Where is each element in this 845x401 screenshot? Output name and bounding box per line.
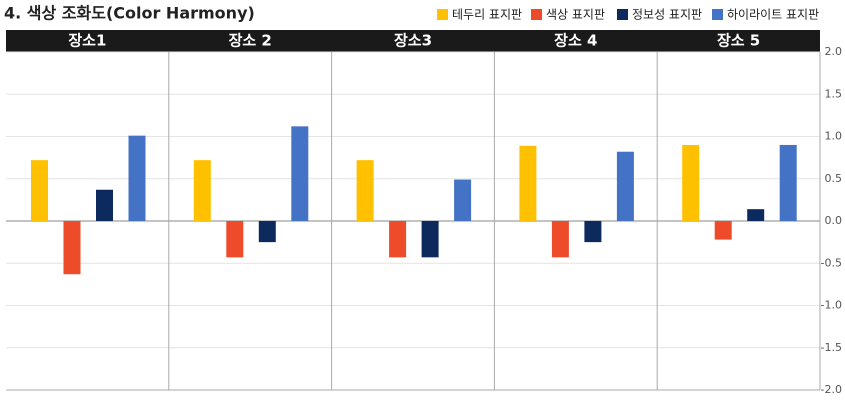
bar	[584, 221, 602, 243]
bar	[551, 221, 569, 258]
bar	[519, 145, 537, 221]
legend-swatch	[712, 9, 723, 20]
bar	[714, 221, 732, 240]
y-tick-label: -1.0	[821, 299, 842, 312]
chart-title: 4. 색상 조화도(Color Harmony)	[4, 4, 255, 23]
y-tick-label: -2.0	[821, 383, 842, 396]
bar	[454, 179, 472, 221]
bar	[258, 221, 276, 243]
category-label: 장소1	[68, 32, 106, 50]
bar	[421, 221, 439, 258]
bar	[747, 209, 765, 221]
legend-swatch	[531, 9, 542, 20]
y-tick-label: -0.5	[821, 256, 842, 269]
legend-label: 하이라이트 표지판	[727, 8, 819, 22]
bar	[779, 144, 797, 221]
legend-label: 색상 표지판	[546, 8, 605, 22]
bar	[682, 144, 700, 221]
legend-swatch	[437, 9, 448, 20]
y-tick-label: 0.0	[825, 214, 843, 227]
category-header	[6, 30, 820, 52]
legend-swatch	[617, 9, 628, 20]
y-tick-label: 2.0	[825, 45, 843, 58]
bar	[63, 221, 81, 275]
bar	[128, 135, 146, 221]
legend-label: 정보성 표지판	[632, 8, 702, 22]
bar	[193, 160, 211, 221]
y-tick-label: 1.5	[825, 87, 843, 100]
legend-label: 테두리 표지판	[452, 8, 522, 22]
category-label: 장소 2	[229, 32, 272, 50]
category-label: 장소3	[394, 32, 432, 50]
category-label: 장소 5	[717, 32, 760, 50]
y-tick-label: 0.5	[825, 172, 843, 185]
bar	[226, 221, 244, 258]
bar	[291, 126, 309, 221]
bar	[616, 151, 634, 221]
y-tick-label: -1.5	[821, 341, 842, 354]
y-tick-label: 1.0	[825, 130, 843, 143]
category-label: 장소 4	[554, 32, 597, 50]
bar	[389, 221, 407, 258]
bar	[96, 189, 113, 221]
bar	[356, 160, 374, 221]
bar	[31, 160, 48, 221]
